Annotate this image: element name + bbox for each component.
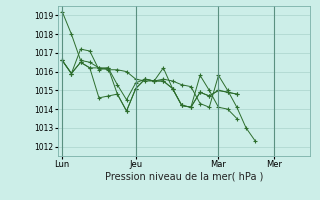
X-axis label: Pression niveau de la mer( hPa ): Pression niveau de la mer( hPa ) bbox=[105, 172, 263, 182]
